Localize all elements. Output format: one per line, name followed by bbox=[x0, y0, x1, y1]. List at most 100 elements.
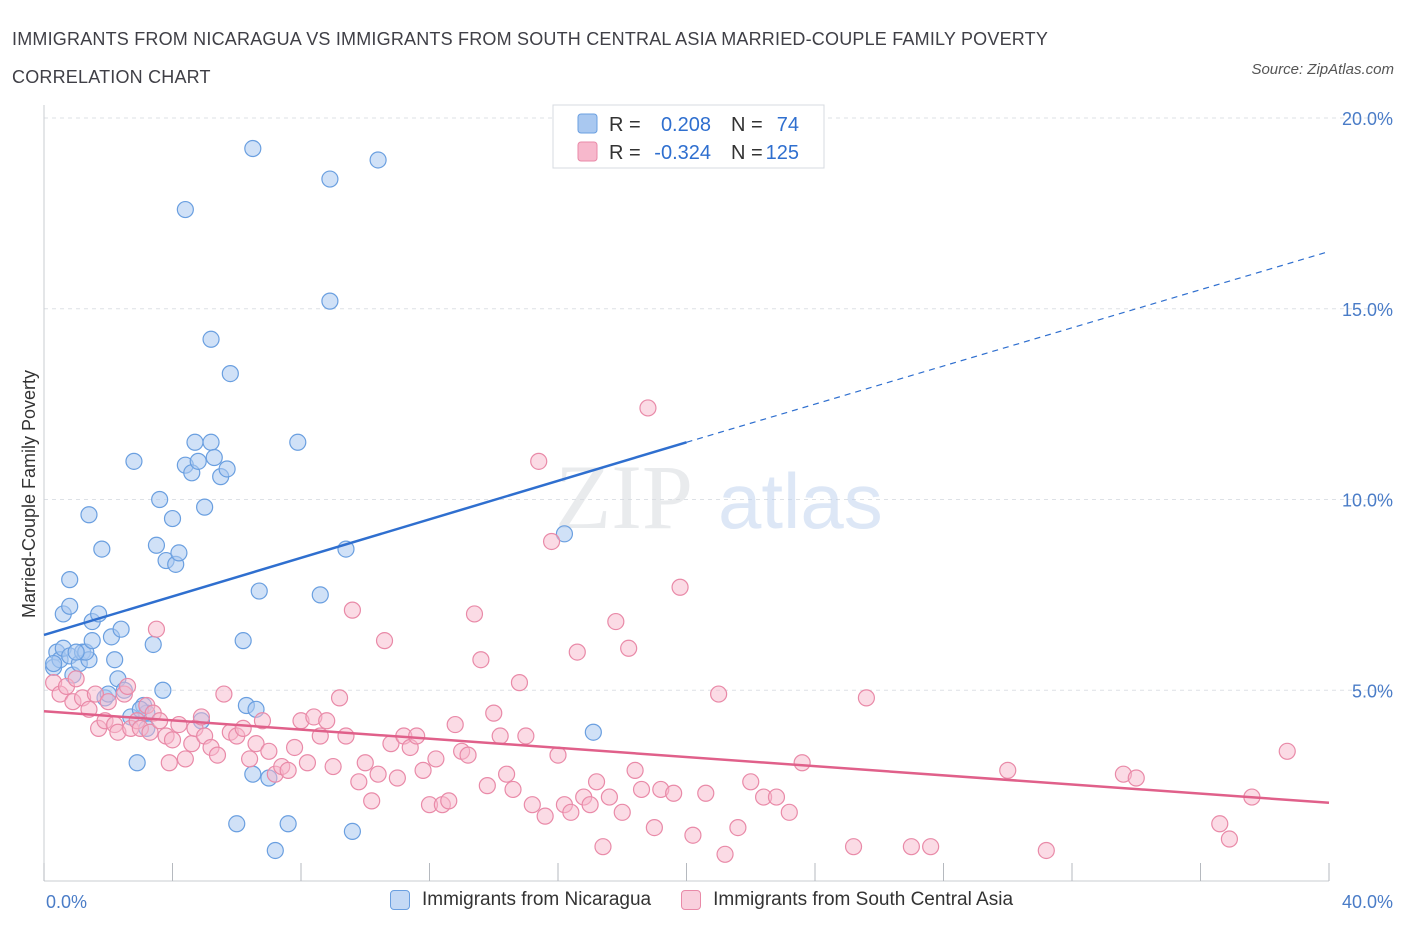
nicaragua-point-62 bbox=[321, 170, 339, 188]
nicaragua-point-49 bbox=[176, 200, 194, 219]
south-central-asia-point-109 bbox=[729, 818, 747, 837]
south-central-asia-point-61 bbox=[388, 769, 406, 787]
nicaragua-point-66 bbox=[228, 815, 246, 833]
south-central-asia-point-96 bbox=[613, 803, 631, 821]
south-central-asia-point-10 bbox=[99, 693, 117, 711]
south-central-asia-point-7 bbox=[86, 685, 105, 703]
south-central-asia-point-39 bbox=[247, 735, 265, 753]
nicaragua-point-61 bbox=[321, 292, 339, 310]
south-central-asia-point-93 bbox=[594, 838, 612, 856]
legend-n-label-2: N = bbox=[731, 142, 763, 164]
south-central-asia-point-40 bbox=[253, 712, 272, 730]
south-central-asia-point-108 bbox=[716, 845, 734, 863]
nicaragua-point-65 bbox=[369, 151, 387, 169]
south-central-asia-point-69 bbox=[440, 792, 458, 810]
south-central-asia-point-114 bbox=[793, 754, 811, 772]
south-central-asia-point-99 bbox=[632, 780, 651, 799]
south-central-asia-point-77 bbox=[491, 727, 509, 745]
south-central-asia-point-89 bbox=[568, 643, 586, 661]
axes bbox=[43, 105, 1330, 882]
south-central-asia-point-110 bbox=[742, 773, 760, 791]
legend-swatch-blue bbox=[577, 113, 598, 134]
south-central-asia-point-117 bbox=[902, 838, 920, 856]
legend-r-value-1: 0.208 bbox=[661, 114, 711, 136]
nicaragua-point-41 bbox=[189, 452, 207, 470]
south-central-asia-point-101 bbox=[645, 818, 663, 837]
nicaragua-point-59 bbox=[289, 433, 307, 451]
south-central-asia-point-115 bbox=[844, 838, 863, 856]
nicaragua-point-67 bbox=[555, 525, 574, 543]
nicaragua-trend-extension bbox=[686, 250, 1330, 443]
south-central-asia-point-79 bbox=[504, 780, 522, 799]
nicaragua-point-11 bbox=[80, 506, 98, 524]
south-central-asia-point-97 bbox=[620, 639, 638, 657]
nicaragua-point-43 bbox=[202, 433, 220, 451]
south-central-asia-point-103 bbox=[665, 784, 683, 802]
nicaragua-point-35 bbox=[151, 490, 169, 509]
south-central-asia-point-122 bbox=[1127, 769, 1145, 787]
nicaragua-point-50 bbox=[244, 139, 262, 158]
nicaragua-point-55 bbox=[250, 582, 268, 600]
south-central-asia-point-25 bbox=[163, 731, 182, 749]
south-central-asia-point-84 bbox=[536, 807, 554, 825]
y-tick-label-1: 10.0% bbox=[1342, 491, 1393, 511]
south-central-asia-point-73 bbox=[465, 605, 484, 623]
south-central-asia-point-64 bbox=[408, 727, 426, 745]
south-central-asia-point-34 bbox=[215, 685, 233, 703]
correlation-legend: R = 0.208 N = 74 R = -0.324 N = 125 bbox=[552, 104, 825, 169]
south-central-asia-point-124 bbox=[1220, 830, 1239, 848]
south-central-asia-point-21 bbox=[147, 620, 166, 638]
legend-n-value-2: 125 bbox=[766, 142, 799, 164]
y-tick-label-3: 20.0% bbox=[1342, 109, 1393, 129]
south-central-asia-point-98 bbox=[626, 761, 644, 779]
south-central-asia-point-50 bbox=[318, 712, 336, 730]
south-central-asia-point-45 bbox=[285, 738, 304, 757]
south-central-asia-point-105 bbox=[684, 826, 702, 844]
south-central-asia-point-104 bbox=[671, 578, 689, 596]
south-central-asia-point-82 bbox=[523, 796, 541, 814]
legend-item-south-central-asia: Immigrants from South Central Asia bbox=[681, 889, 1013, 911]
nicaragua-point-37 bbox=[125, 452, 143, 470]
south-central-asia-point-116 bbox=[857, 689, 876, 707]
south-central-asia-point-70 bbox=[446, 715, 464, 734]
y-tick-label-0: 5.0% bbox=[1352, 681, 1393, 701]
south-central-asia-point-123 bbox=[1211, 815, 1229, 833]
nicaragua-point-68 bbox=[584, 723, 602, 741]
legend-swatch-nicaragua bbox=[390, 890, 410, 910]
nicaragua-point-20 bbox=[106, 651, 124, 669]
south-central-asia-point-24 bbox=[160, 754, 178, 772]
nicaragua-point-51 bbox=[234, 632, 252, 650]
nicaragua-point-31 bbox=[154, 681, 172, 699]
nicaragua-point-36 bbox=[163, 509, 182, 528]
south-central-asia-point-95 bbox=[607, 612, 625, 631]
south-central-asia-point-4 bbox=[67, 670, 85, 688]
south-central-asia-point-38 bbox=[241, 750, 259, 768]
nicaragua-point-14 bbox=[83, 632, 101, 650]
south-central-asia-point-83 bbox=[530, 452, 548, 470]
chart-title: IMMIGRANTS FROM NICARAGUA VS IMMIGRANTS … bbox=[12, 29, 1048, 87]
south-central-asia-point-33 bbox=[208, 746, 227, 764]
nicaragua-point-22 bbox=[112, 620, 130, 638]
south-central-asia-point-75 bbox=[478, 777, 496, 795]
nicaragua-point-34 bbox=[170, 544, 188, 562]
watermark-zip: ZIP bbox=[555, 446, 693, 548]
south-central-asia-point-65 bbox=[414, 761, 432, 779]
nicaragua-point-44 bbox=[205, 448, 223, 467]
nicaragua-point-17 bbox=[93, 540, 111, 558]
south-central-asia-point-94 bbox=[600, 788, 619, 806]
south-central-asia-point-119 bbox=[999, 761, 1017, 779]
tick-labels: 5.0% 10.0% 15.0% 20.0% 0.0% 40.0% bbox=[46, 109, 1393, 912]
source-credit: Source: ZipAtlas.com bbox=[1251, 61, 1394, 78]
nicaragua-trend-line bbox=[43, 441, 687, 637]
south-central-asia-point-54 bbox=[343, 601, 361, 619]
south-central-asia-point-67 bbox=[427, 750, 445, 768]
south-central-asia-point-58 bbox=[369, 765, 387, 783]
south-central-asia-point-78 bbox=[498, 765, 516, 783]
south-central-asia-point-126 bbox=[1278, 742, 1296, 760]
legend-swatch-south-central-asia bbox=[681, 890, 702, 910]
south-central-asia-point-26 bbox=[170, 715, 188, 734]
south-central-asia-point-55 bbox=[350, 773, 368, 791]
south-central-asia-point-19 bbox=[141, 723, 159, 741]
legend-r-label-1: R = bbox=[609, 114, 641, 136]
